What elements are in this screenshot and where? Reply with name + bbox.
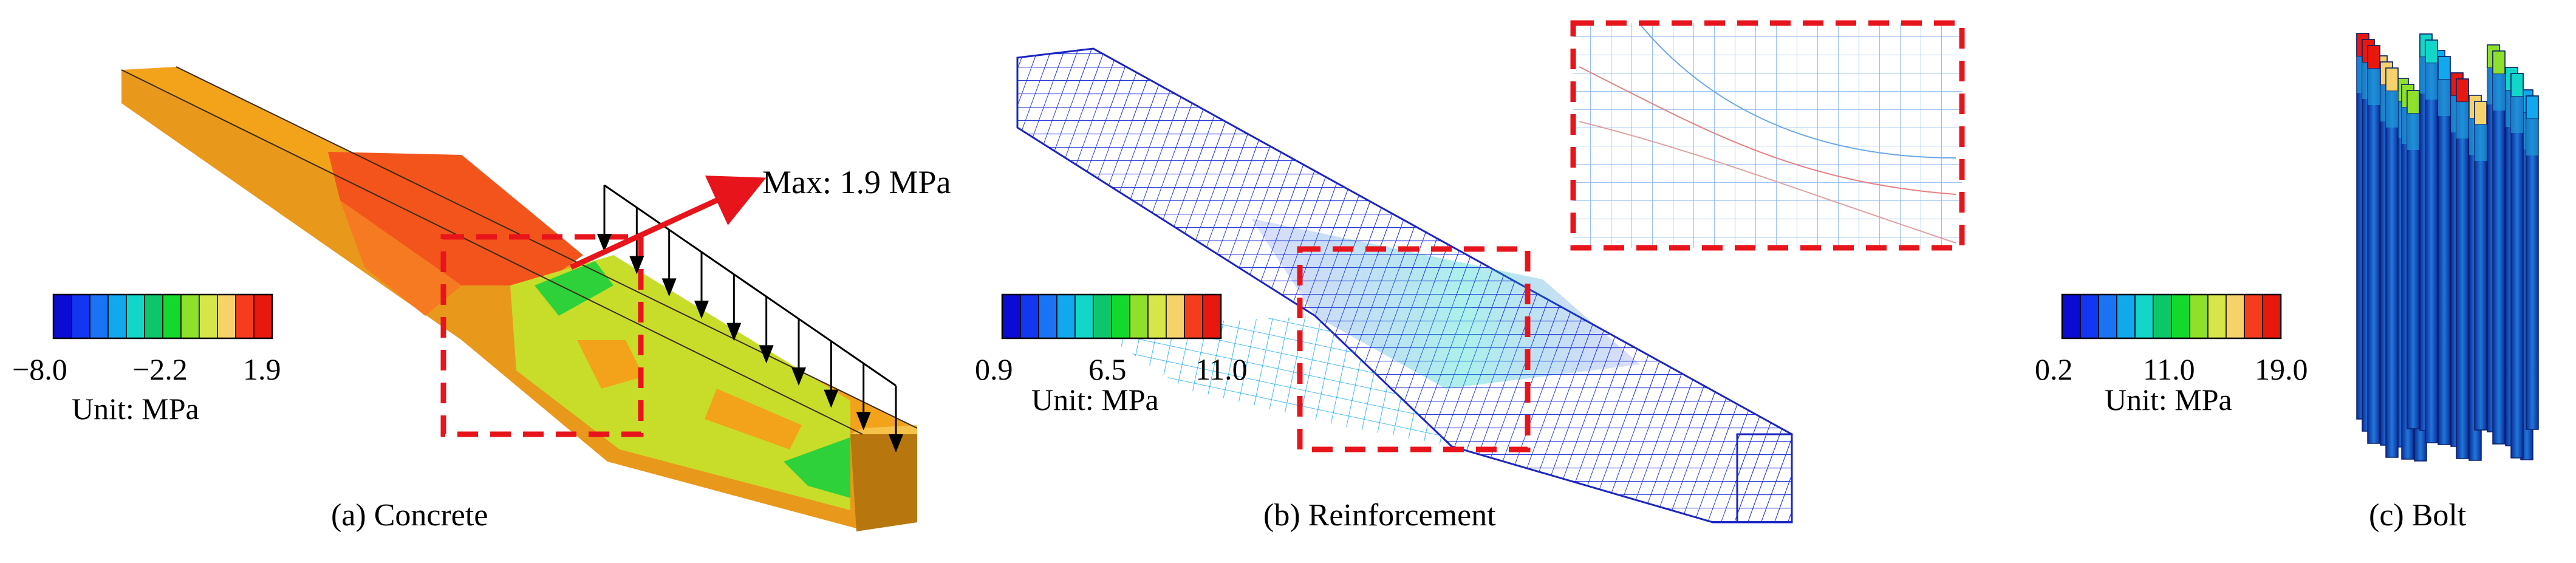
bolt-color-legend bbox=[2061, 293, 2282, 340]
reinforcement-color-legend bbox=[1001, 293, 1222, 340]
load-arrows bbox=[597, 185, 903, 452]
bolt-legend-swatch bbox=[2189, 294, 2209, 339]
concrete-legend-swatch bbox=[71, 294, 91, 339]
concrete-legend-swatch bbox=[126, 294, 145, 339]
concrete-zoom-box bbox=[440, 234, 644, 437]
concrete-beam bbox=[121, 66, 918, 531]
reinforcement-cage bbox=[1016, 47, 1793, 524]
concrete-legend-swatch bbox=[199, 294, 218, 339]
reinforcement-legend-swatch bbox=[1111, 294, 1130, 339]
concrete-legend-swatch bbox=[217, 294, 236, 339]
concrete-legend-swatch bbox=[180, 294, 200, 339]
bolt-legend-mid: 11.0 bbox=[2143, 352, 2195, 386]
reinforcement-legend-mid: 6.5 bbox=[1088, 352, 1127, 386]
bolt-legend-swatch bbox=[2098, 294, 2117, 339]
bolt bbox=[2510, 73, 2524, 459]
bolt-legend-swatch bbox=[2134, 294, 2154, 339]
reinforcement-legend-swatch bbox=[1202, 294, 1221, 339]
concrete-legend-swatch bbox=[162, 294, 182, 339]
reinforcement-legend-swatch bbox=[1020, 294, 1039, 339]
reinforcement-legend-swatch bbox=[1002, 294, 1021, 339]
concrete-legend-swatch bbox=[108, 294, 127, 339]
reinforcement-legend-swatch bbox=[1038, 294, 1057, 339]
bolt bbox=[2385, 67, 2399, 458]
bolt-legend-swatch bbox=[2244, 294, 2263, 339]
bolt bbox=[2367, 45, 2380, 444]
bolt-legend-swatch bbox=[2080, 294, 2099, 339]
reinforcement-legend-swatch bbox=[1056, 294, 1076, 339]
load-arrow bbox=[661, 230, 677, 297]
reinforcement-zoom-box bbox=[1297, 246, 1531, 452]
panel-bolt: 0.2 11.0 19.0 Unit: MPa (c) Bolt bbox=[2035, 33, 2539, 533]
panel-reinforcement: 0.9 6.5 11.0 Unit: MPa (b) Reinforcement bbox=[975, 20, 1965, 533]
concrete-legend-swatch bbox=[144, 294, 163, 339]
max-stress-arrow bbox=[570, 176, 767, 270]
reinforcement-legend-min: 0.9 bbox=[975, 352, 1013, 386]
load-arrow bbox=[759, 296, 774, 364]
bolt-legend-min: 0.2 bbox=[2035, 352, 2073, 386]
load-arrow bbox=[791, 319, 806, 386]
reinforcement-legend-max: 11.0 bbox=[1195, 352, 1248, 386]
bolt-legend-swatch bbox=[2207, 294, 2227, 339]
bolt-legend-swatch bbox=[2116, 294, 2136, 339]
panel-concrete: Max: 1.9 MPa −8.0 −2.2 1.9 Unit: MPa (a)… bbox=[12, 66, 951, 533]
load-arrow bbox=[726, 274, 742, 341]
concrete-legend-mid: −2.2 bbox=[132, 352, 188, 386]
concrete-legend-swatch bbox=[89, 294, 109, 339]
reinforcement-legend-swatch bbox=[1093, 294, 1112, 339]
reinforcement-legend-swatch bbox=[1166, 294, 1185, 339]
concrete-legend-swatch bbox=[235, 294, 255, 339]
bolt-legend-swatch bbox=[2153, 294, 2172, 339]
bolt bbox=[2492, 50, 2506, 445]
bolt-legend-unit: Unit: MPa bbox=[2105, 383, 2232, 417]
caption-bolt: (c) Bolt bbox=[2369, 498, 2467, 533]
bolt-legend-swatch bbox=[2171, 294, 2190, 339]
distributed-load bbox=[604, 184, 897, 387]
concrete-legend-swatch bbox=[53, 294, 72, 339]
bolt-legend-swatch bbox=[2226, 294, 2245, 339]
load-arrow bbox=[629, 207, 644, 275]
bolt bbox=[2526, 95, 2539, 430]
reinforcement-legend-swatch bbox=[1074, 294, 1094, 339]
load-arrow bbox=[694, 252, 709, 319]
bolt bbox=[2474, 101, 2487, 431]
load-arrow bbox=[824, 341, 839, 408]
load-arrow bbox=[597, 185, 612, 252]
reinforcement-legend-swatch bbox=[1184, 294, 1203, 339]
bolt bbox=[2438, 56, 2451, 445]
bolt-legend-swatch bbox=[2262, 294, 2281, 339]
bolt-legend-max: 19.0 bbox=[2255, 352, 2308, 386]
bolt-group bbox=[2356, 33, 2539, 462]
bolt-legend-swatch bbox=[2062, 294, 2081, 339]
bolt bbox=[2425, 39, 2438, 443]
max-stress-annotation: Max: 1.9 MPa bbox=[762, 164, 951, 200]
bolt bbox=[2456, 78, 2469, 459]
concrete-color-legend bbox=[52, 293, 273, 340]
reinforcement-legend-swatch bbox=[1147, 294, 1167, 339]
caption-concrete: (a) Concrete bbox=[331, 498, 488, 533]
reinforcement-legend-unit: Unit: MPa bbox=[1031, 383, 1159, 417]
reinforcement-detail-inset bbox=[1570, 20, 1965, 251]
concrete-legend-min: −8.0 bbox=[12, 352, 67, 386]
concrete-legend-unit: Unit: MPa bbox=[72, 392, 199, 426]
caption-reinforcement: (b) Reinforcement bbox=[1263, 498, 1496, 533]
load-arrow bbox=[856, 363, 871, 431]
concrete-legend-swatch bbox=[253, 294, 273, 339]
concrete-legend-max: 1.9 bbox=[243, 352, 281, 386]
load-arrow bbox=[889, 386, 903, 452]
bolt bbox=[2407, 90, 2420, 429]
reinforcement-legend-swatch bbox=[1129, 294, 1149, 339]
